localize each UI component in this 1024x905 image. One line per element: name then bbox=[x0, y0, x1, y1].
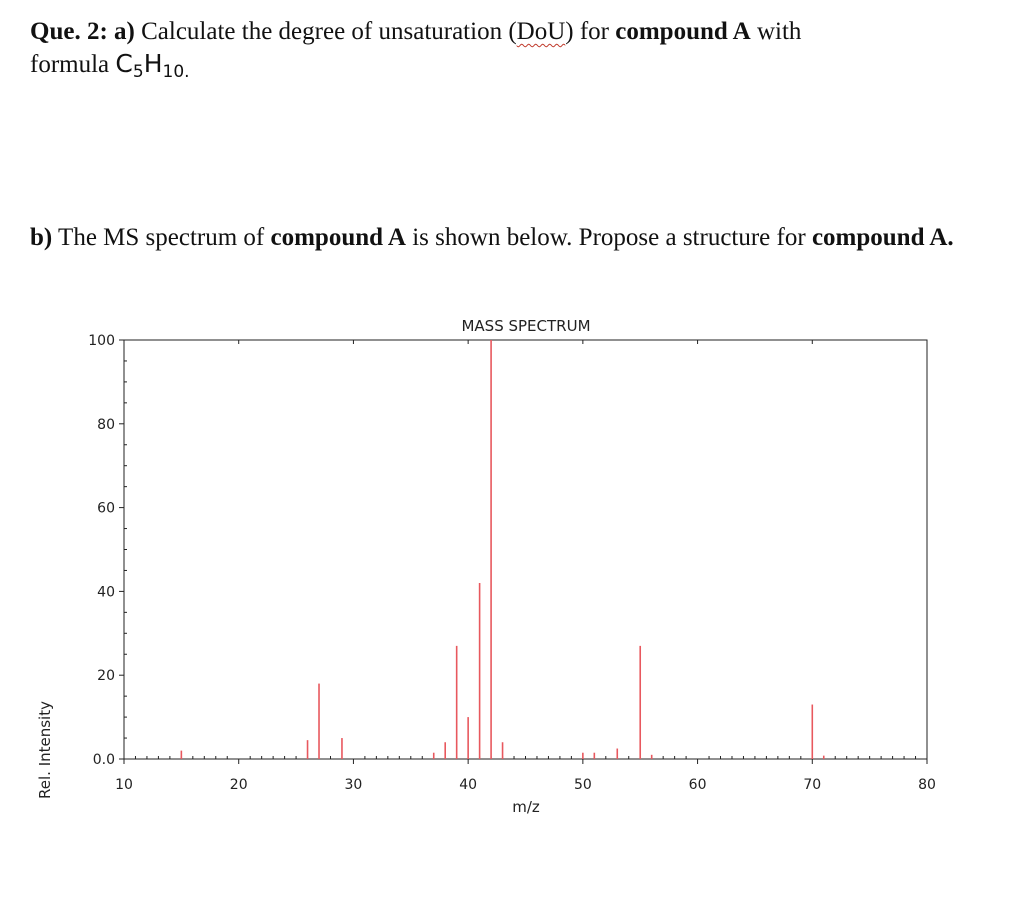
mass-spectrum-chart: MASS SPECTRUM Rel. Intensity m/z 10 20 30 4… bbox=[36, 317, 936, 816]
question-a-text-2: ) for bbox=[565, 18, 609, 45]
y-tick-label: 20 bbox=[97, 668, 115, 684]
question-a-text-3: with bbox=[756, 18, 802, 45]
part-b-label: b) bbox=[30, 224, 53, 251]
question-b-end: . bbox=[947, 224, 954, 251]
y-tick-label: 40 bbox=[97, 584, 115, 600]
compound-a-label-2: compound A bbox=[270, 224, 406, 251]
compound-a-label-3: compound A bbox=[811, 224, 948, 251]
part-a-label: a) bbox=[114, 18, 135, 45]
question-a: Que. 2: a) Calculate the degree of unsat… bbox=[30, 16, 990, 81]
dou-abbreviation: DoU bbox=[516, 18, 566, 45]
x-tick-label: 20 bbox=[230, 777, 248, 793]
question-b-text-2: is shown below. Propose a structure for bbox=[412, 224, 806, 251]
x-tick-label: 80 bbox=[918, 777, 936, 793]
x-tick-label: 10 bbox=[115, 777, 133, 793]
question-b-text-1: The MS spectrum of bbox=[58, 224, 265, 251]
x-tick-label: 40 bbox=[459, 777, 477, 793]
x-tick-label: 60 bbox=[689, 777, 707, 793]
question-b: b) The MS spectrum of compound A is show… bbox=[30, 222, 985, 254]
y-tick-label: 80 bbox=[97, 417, 115, 433]
formula-carbon-count: 5 bbox=[132, 62, 144, 82]
y-axis-label: Rel. Intensity bbox=[36, 701, 54, 799]
x-tick-label: 30 bbox=[345, 777, 363, 793]
y-tick-label: 60 bbox=[97, 501, 115, 517]
y-tick-label: 0.0 bbox=[93, 752, 115, 768]
chart-title: MASS SPECTRUM bbox=[461, 317, 590, 335]
x-axis-label: m/z bbox=[512, 798, 540, 816]
question-number: Que. 2: bbox=[30, 18, 108, 45]
plot-frame bbox=[123, 339, 928, 760]
formula-hydrogen: H bbox=[143, 49, 163, 78]
x-tick-label: 70 bbox=[803, 777, 821, 793]
x-tick-label: 50 bbox=[574, 777, 592, 793]
molecular-formula: C5H10. bbox=[115, 49, 189, 81]
formula-hydrogen-count: 10. bbox=[162, 62, 190, 82]
formula-carbon: C bbox=[115, 49, 133, 78]
question-a-text-4: formula bbox=[30, 51, 110, 78]
plot-area: 10 20 30 40 50 60 70 80 0.0 20 40 60 80 100 bbox=[88, 333, 936, 793]
y-tick-label: 100 bbox=[88, 333, 115, 349]
compound-a-label: compound A bbox=[615, 18, 751, 45]
question-a-text-1: Calculate the degree of unsaturation ( bbox=[141, 18, 517, 45]
